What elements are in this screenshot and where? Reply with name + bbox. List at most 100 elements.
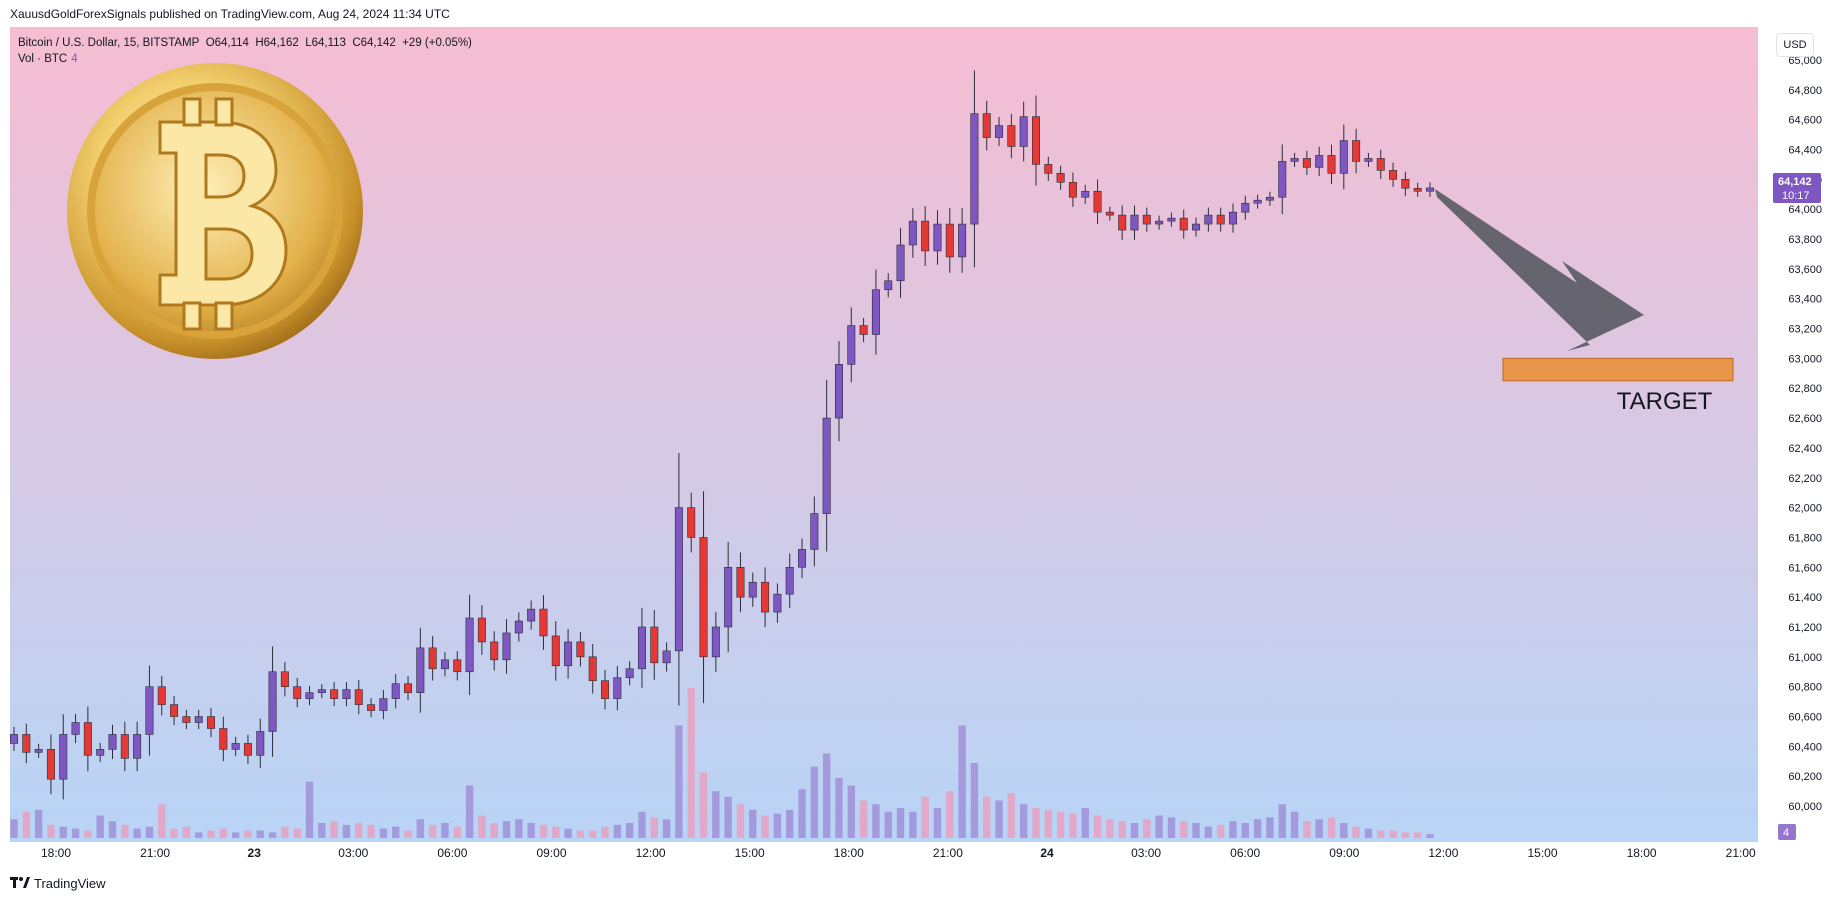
volume-bar [490, 823, 498, 838]
volume-bar [724, 796, 732, 838]
candle-body [96, 749, 105, 756]
volume-bar [1143, 819, 1151, 838]
volume-bar [736, 804, 745, 838]
candle-body [108, 734, 117, 750]
price-axis[interactable]: 60,000 60,200 60,400 60,600 60,800 61,000 61,2… [1788, 55, 1822, 813]
price-chart[interactable]: 60,000 60,200 60,400 60,600 60,800 61,000 61,2… [10, 27, 1825, 865]
y-tick-label: 64,800 [1788, 85, 1822, 97]
volume-bar [1364, 828, 1373, 838]
volume-bar [1007, 793, 1016, 838]
candle-body [1216, 214, 1225, 225]
candle-body [207, 716, 216, 729]
candle-body [243, 743, 252, 756]
volume-bar [884, 811, 892, 838]
candle-body [1192, 223, 1201, 231]
candle-body [1364, 158, 1373, 162]
candle-body [1118, 214, 1127, 231]
volume-bar [10, 819, 18, 838]
candle-body [71, 722, 80, 735]
volume-bar [1180, 821, 1188, 838]
x-tick-label: 18:00 [41, 846, 71, 860]
volume-bar [244, 830, 252, 838]
volume-bar [342, 824, 351, 838]
candle-body [268, 671, 277, 732]
candle-body [1019, 116, 1028, 147]
volume-bar [859, 800, 868, 838]
volume-bar [847, 785, 855, 838]
candle-body [1389, 170, 1398, 180]
candle-body [1327, 155, 1336, 174]
volume-bar [1130, 823, 1139, 838]
y-tick-label: 60,600 [1788, 712, 1822, 724]
candle-body [773, 593, 782, 613]
volume-bar [625, 823, 634, 838]
candle-body [317, 689, 326, 693]
candle-body [231, 743, 240, 750]
candle-body [601, 680, 610, 699]
candle-body [1179, 217, 1188, 231]
candle-body [1093, 190, 1102, 213]
volume-bar [1401, 832, 1410, 838]
legend-volume-value: 4 [71, 53, 78, 65]
candle-body [440, 659, 449, 670]
candle-body [379, 698, 388, 711]
candle-body [280, 671, 289, 687]
volume-bar [465, 785, 474, 838]
volume-bar [552, 826, 560, 838]
candle-body [145, 686, 154, 735]
volume-bar [872, 804, 880, 838]
y-tick-label: 60,200 [1788, 771, 1822, 783]
candle-body [1401, 179, 1410, 189]
candle-body [1056, 173, 1065, 183]
candle-body [1290, 158, 1299, 162]
y-tick-label: 62,200 [1788, 473, 1822, 485]
currency-button[interactable]: USD [1776, 33, 1814, 57]
candle-body [1142, 214, 1151, 225]
volume-bar [268, 832, 277, 838]
volume-bar [798, 789, 806, 838]
y-tick-label: 61,600 [1788, 562, 1822, 574]
candle-body [711, 626, 720, 658]
volume-bar [367, 824, 375, 838]
brand-name: TradingView [34, 876, 106, 891]
volume-bar [761, 815, 769, 838]
volume-bar [958, 725, 966, 838]
volume-bar [84, 830, 92, 838]
volume-bar [1044, 809, 1052, 838]
volume-bar [1377, 830, 1385, 838]
legend-open: O64,114 [205, 37, 249, 49]
candle-body [847, 325, 856, 365]
chart-area[interactable]: 60,000 60,200 60,400 60,600 60,800 61,000 61,2… [10, 27, 1825, 865]
target-label: TARGET [1616, 388, 1713, 415]
x-tick-label: 15:00 [735, 846, 765, 860]
candle-body [637, 626, 646, 670]
candle-body [1155, 220, 1164, 225]
volume-bar [318, 823, 326, 838]
x-tick-label: 09:00 [1329, 846, 1359, 860]
volume-bar [810, 766, 819, 838]
candle-body [908, 220, 917, 246]
legend: Bitcoin / U.S. Dollar, 15, BITSTAMP O64,… [18, 35, 472, 67]
candle-body [761, 581, 770, 613]
y-tick-label: 62,800 [1788, 383, 1822, 395]
candle-body [170, 704, 179, 717]
volume-bar [1106, 819, 1114, 838]
legend-volume-line: Vol · BTC 4 [18, 51, 472, 67]
volume-bar [1056, 811, 1065, 838]
volume-bar [675, 725, 683, 838]
candle-body [785, 567, 794, 595]
volume-bar [835, 778, 843, 838]
candle-body [416, 647, 425, 693]
candle-body [34, 749, 43, 753]
volume-bar [1340, 823, 1348, 838]
candle-body [1241, 202, 1250, 213]
volume-bar [712, 791, 720, 838]
candle-body [588, 656, 597, 682]
candle-body [354, 689, 363, 705]
candle-body [1339, 140, 1348, 174]
candle-body [1302, 158, 1311, 168]
brand[interactable]: TradingView [10, 876, 106, 891]
countdown-label: 10:17 [1782, 190, 1810, 202]
candle-body [453, 659, 462, 673]
time-axis[interactable]: 18:00 21:00 23 03:00 06:00 09:00 12:00 15:00 18:… [41, 846, 1756, 860]
